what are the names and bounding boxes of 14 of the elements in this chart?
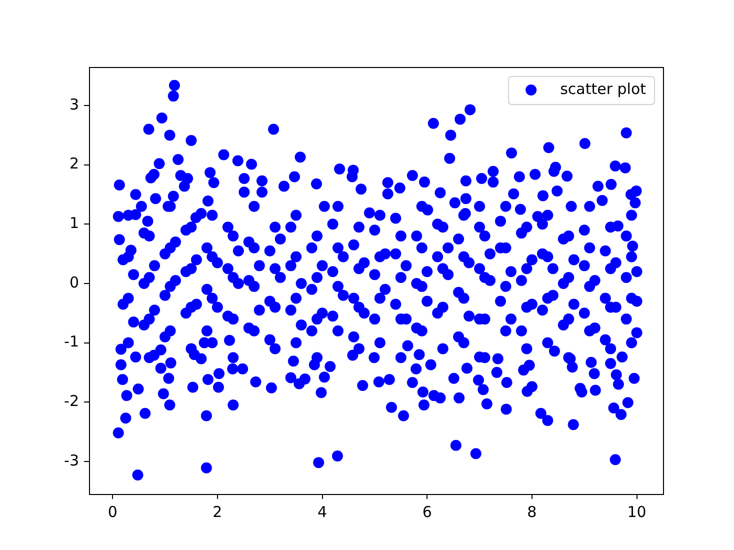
legend-label: scatter plot <box>560 80 646 98</box>
y-tick-label: 3 <box>69 95 79 114</box>
y-tick-label: -1 <box>64 332 79 351</box>
y-tick-label: 0 <box>69 273 79 292</box>
y-tick-label: 1 <box>69 214 79 232</box>
x-tick-label: 8 <box>527 502 537 521</box>
x-tick-label: 10 <box>627 502 646 521</box>
y-tick-label: -3 <box>64 451 79 470</box>
y-tick-label: 2 <box>69 154 79 173</box>
x-tick-label: 2 <box>212 502 222 521</box>
x-tick-label: 0 <box>108 502 118 521</box>
x-tick-label: 4 <box>317 502 328 521</box>
y-tick-label: -2 <box>64 392 79 410</box>
x-tick-label: 6 <box>422 502 432 521</box>
